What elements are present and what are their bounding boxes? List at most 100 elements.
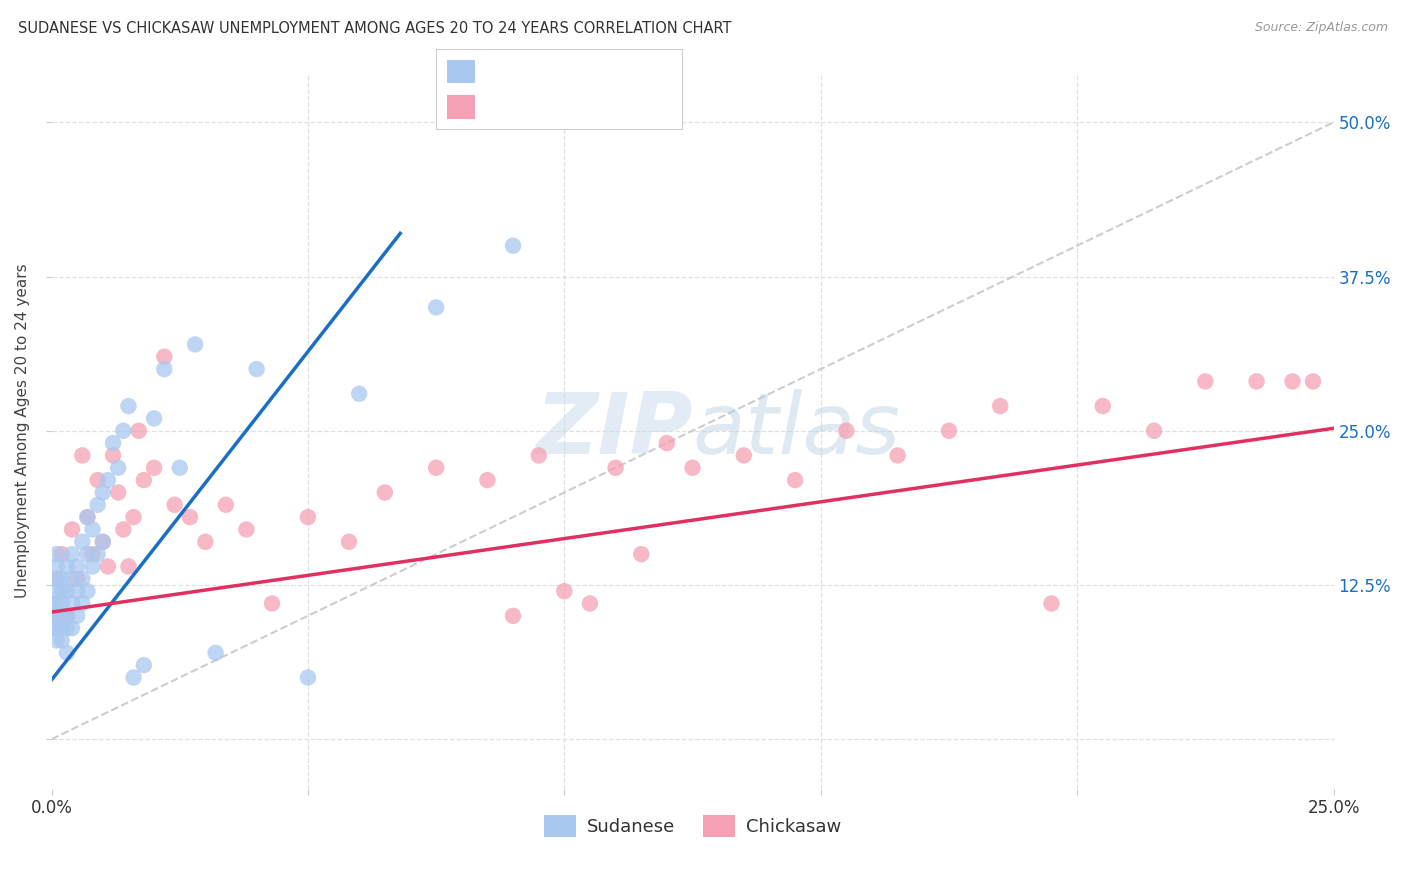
Point <box>101 436 124 450</box>
Point <box>86 498 108 512</box>
Point <box>66 559 89 574</box>
Point <box>297 671 319 685</box>
Point <box>60 621 83 635</box>
Point <box>82 559 104 574</box>
Point <box>41 608 63 623</box>
Y-axis label: Unemployment Among Ages 20 to 24 years: Unemployment Among Ages 20 to 24 years <box>15 263 30 598</box>
Point <box>41 621 63 635</box>
Point <box>605 460 627 475</box>
Point <box>45 572 67 586</box>
Point <box>374 485 396 500</box>
Point <box>215 498 238 512</box>
Point <box>97 559 120 574</box>
Point <box>112 424 135 438</box>
Point <box>51 608 73 623</box>
Point <box>579 597 602 611</box>
Point <box>122 671 145 685</box>
Point <box>101 449 124 463</box>
Point <box>337 534 360 549</box>
Point <box>132 473 155 487</box>
Point <box>86 473 108 487</box>
Point <box>72 534 94 549</box>
Point <box>72 597 94 611</box>
Point <box>56 621 79 635</box>
Legend: Sudanese, Chickasaw: Sudanese, Chickasaw <box>537 807 848 844</box>
Point <box>76 584 98 599</box>
Point <box>260 597 283 611</box>
Point <box>60 597 83 611</box>
Text: ZIP: ZIP <box>534 389 693 472</box>
Text: N =: N = <box>562 56 614 74</box>
Text: R =: R = <box>482 92 522 110</box>
Point <box>143 411 166 425</box>
Point <box>41 597 63 611</box>
Point <box>297 510 319 524</box>
Point <box>179 510 201 524</box>
Point <box>988 399 1011 413</box>
Point <box>72 449 94 463</box>
Point <box>76 510 98 524</box>
Point <box>45 572 67 586</box>
Point <box>51 547 73 561</box>
Point <box>1281 375 1303 389</box>
Point <box>143 460 166 475</box>
Point <box>107 460 129 475</box>
Point <box>425 460 447 475</box>
Point <box>1246 375 1268 389</box>
Point <box>112 523 135 537</box>
Point <box>1040 597 1063 611</box>
Point <box>117 399 139 413</box>
Point <box>117 559 139 574</box>
Point <box>655 436 678 450</box>
Point <box>60 572 83 586</box>
Point <box>477 473 499 487</box>
Point <box>76 510 98 524</box>
Point <box>502 608 524 623</box>
Point <box>66 584 89 599</box>
Point <box>91 534 114 549</box>
Point <box>45 559 67 574</box>
Point <box>553 584 575 599</box>
Point <box>1091 399 1114 413</box>
Point <box>122 510 145 524</box>
Point <box>682 460 704 475</box>
Point <box>163 498 186 512</box>
Point <box>733 449 755 463</box>
Point <box>425 301 447 315</box>
Point <box>153 362 176 376</box>
Point <box>45 597 67 611</box>
Point <box>45 547 67 561</box>
Point <box>91 534 114 549</box>
Point <box>45 608 67 623</box>
Point <box>502 238 524 252</box>
Point <box>107 485 129 500</box>
Point <box>835 424 858 438</box>
Point <box>1143 424 1166 438</box>
Point <box>60 547 83 561</box>
Text: 52: 52 <box>602 92 624 110</box>
Point <box>347 386 370 401</box>
Point <box>91 485 114 500</box>
Point <box>783 473 806 487</box>
Point <box>56 559 79 574</box>
Text: N =: N = <box>562 92 614 110</box>
Point <box>51 633 73 648</box>
Point <box>60 523 83 537</box>
Point <box>630 547 652 561</box>
Text: SUDANESE VS CHICKASAW UNEMPLOYMENT AMONG AGES 20 TO 24 YEARS CORRELATION CHART: SUDANESE VS CHICKASAW UNEMPLOYMENT AMONG… <box>18 21 731 36</box>
Text: atlas: atlas <box>693 389 900 472</box>
Point <box>56 584 79 599</box>
Point <box>56 646 79 660</box>
Point <box>76 547 98 561</box>
Point <box>194 534 217 549</box>
Point <box>45 621 67 635</box>
Point <box>72 572 94 586</box>
Point <box>169 460 191 475</box>
Text: 0.639: 0.639 <box>513 56 565 74</box>
Point <box>82 547 104 561</box>
Point <box>1302 375 1324 389</box>
Point <box>51 597 73 611</box>
Point <box>51 621 73 635</box>
Point <box>45 633 67 648</box>
Point <box>45 584 67 599</box>
